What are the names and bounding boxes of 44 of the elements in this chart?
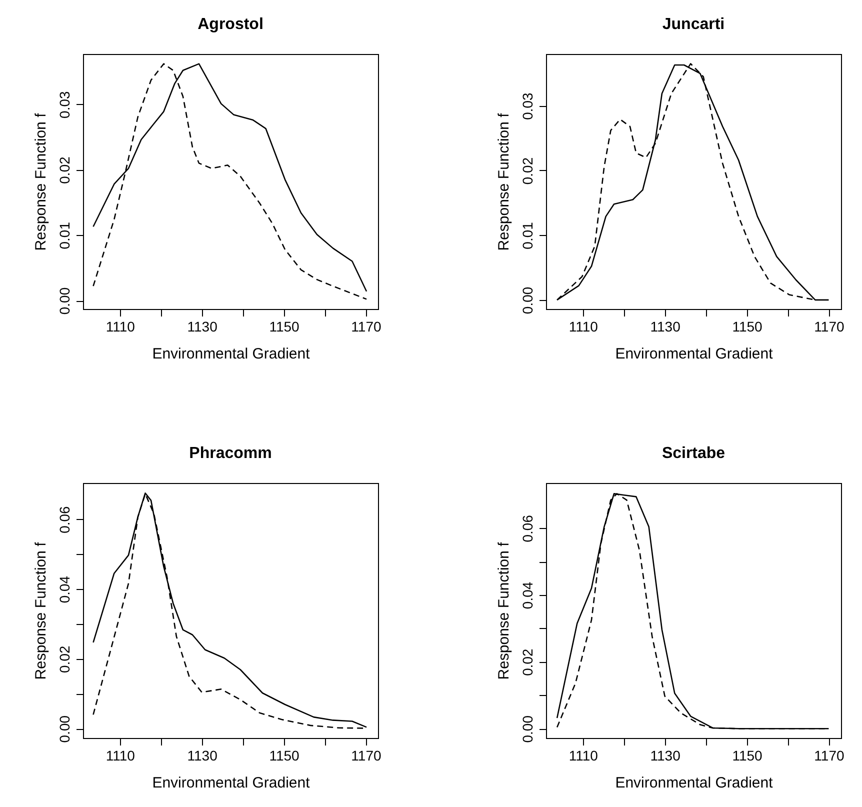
y-tick-label: 0.00 xyxy=(56,287,72,315)
chart-title: Phracomm xyxy=(189,445,272,462)
x-tick-label: 1130 xyxy=(650,748,681,764)
y-tick-label: 0.03 xyxy=(56,91,72,118)
y-tick-label: 0.04 xyxy=(520,582,536,610)
y-tick-label: 0.02 xyxy=(56,645,72,673)
y-axis-title: Response Function f xyxy=(496,541,512,680)
y-tick-label: 0.01 xyxy=(520,222,536,250)
x-tick-label: 1170 xyxy=(351,318,382,334)
y-axis-title: Response Function f xyxy=(32,541,50,680)
x-axis-title: Environmental Gradient xyxy=(615,774,774,792)
y-tick-label: 0.00 xyxy=(520,715,536,743)
x-axis-title: Environmental Gradient xyxy=(152,774,311,792)
y-tick-label: 0.04 xyxy=(56,576,72,604)
y-tick-label: 0.02 xyxy=(520,157,536,185)
x-tick-label: 1150 xyxy=(732,318,763,334)
x-tick-label: 1130 xyxy=(187,318,218,334)
x-tick-label: 1150 xyxy=(269,318,300,334)
x-tick-label: 1170 xyxy=(814,748,844,764)
x-tick-label: 1130 xyxy=(187,748,218,764)
x-tick-label: 1170 xyxy=(814,318,844,334)
x-tick-label: 1170 xyxy=(351,748,382,764)
y-tick-label: 0.00 xyxy=(56,715,72,743)
y-axis-title: Response Function f xyxy=(496,112,512,251)
y-tick-label: 0.06 xyxy=(520,514,536,542)
x-axis-title: Environmental Gradient xyxy=(615,346,774,362)
chart-title: Scirtabe xyxy=(662,445,726,462)
x-tick-label: 1110 xyxy=(568,748,598,764)
chart-title: Agrostol xyxy=(198,16,264,33)
x-tick-label: 1150 xyxy=(269,748,300,764)
x-axis-title: Environmental Gradient xyxy=(152,346,311,362)
x-tick-label: 1130 xyxy=(650,318,681,334)
x-tick-label: 1150 xyxy=(732,748,763,764)
y-axis-title: Response Function f xyxy=(32,112,50,251)
x-tick-label: 1110 xyxy=(106,318,136,334)
y-tick-label: 0.01 xyxy=(56,222,72,250)
y-tick-label: 0.03 xyxy=(520,92,536,120)
y-tick-label: 0.06 xyxy=(56,506,72,534)
y-tick-label: 0.00 xyxy=(520,286,536,314)
x-tick-label: 1110 xyxy=(106,748,136,764)
chart-title: Juncarti xyxy=(662,16,725,33)
y-tick-label: 0.02 xyxy=(520,648,536,676)
x-tick-label: 1110 xyxy=(568,318,598,334)
y-tick-label: 0.02 xyxy=(56,156,72,184)
